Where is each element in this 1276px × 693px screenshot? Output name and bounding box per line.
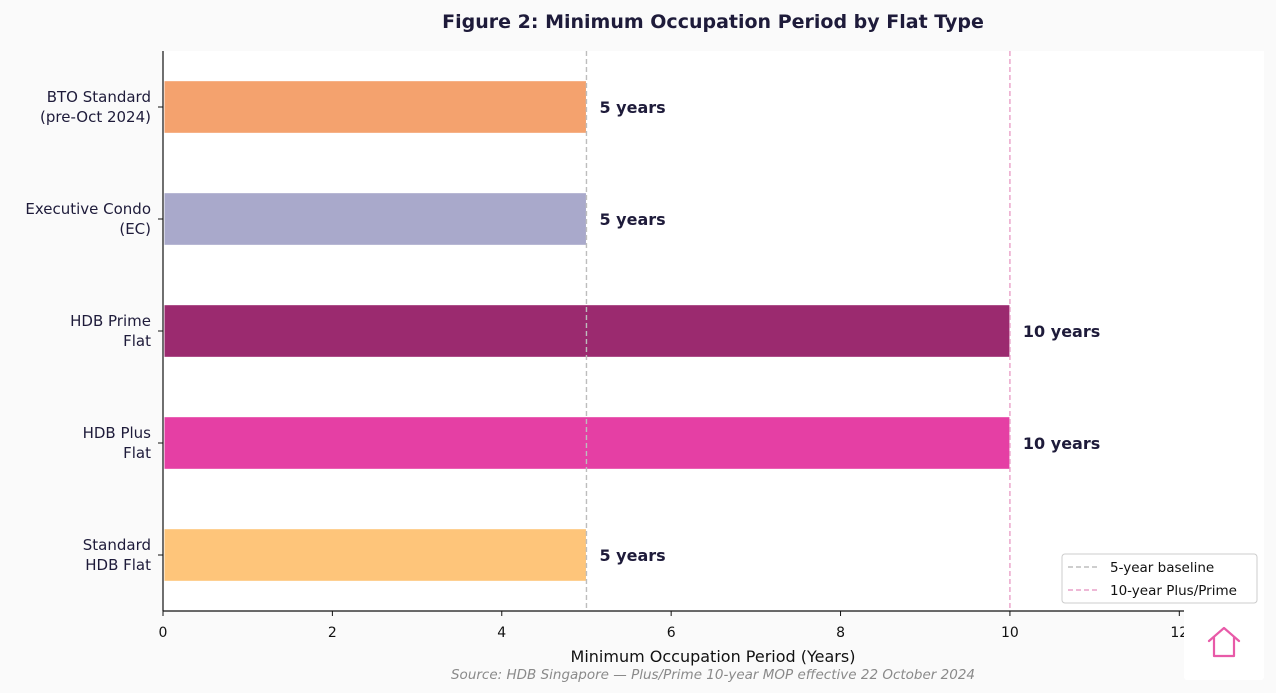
category-label-4: Standard HDB Flat <box>83 536 151 574</box>
home-icon <box>1207 626 1241 658</box>
legend-label-5-year: 5-year baseline <box>1110 560 1214 576</box>
x-tick-label-6: 12 <box>1170 625 1188 641</box>
x-tick-label-4: 8 <box>836 625 845 641</box>
legend-box <box>1061 553 1258 604</box>
legend-label-10-year: 10-year Plus/Prime <box>1110 583 1237 599</box>
data-label-0: 5 years <box>599 98 665 117</box>
legend: 5-year baseline 10-year Plus/Prime <box>1061 553 1258 604</box>
bar-0 <box>163 80 587 134</box>
x-tick-label-0: 0 <box>159 625 168 641</box>
category-label-0: BTO Standard (pre-Oct 2024) <box>40 88 151 126</box>
data-label-4: 5 years <box>599 546 665 565</box>
reference-lines <box>585 51 1011 611</box>
axes: BTO Standard (pre-Oct 2024) Executive Cond… <box>25 51 1264 641</box>
category-label-2: HDB Prime Flat <box>70 312 151 350</box>
bar-4 <box>163 528 587 582</box>
chart-title: Figure 2: Minimum Occupation Period by F… <box>442 11 984 33</box>
x-axis-label: Minimum Occupation Period (Years) <box>571 647 856 666</box>
data-label-2: 10 years <box>1023 322 1100 341</box>
bar-1 <box>163 192 587 246</box>
data-label-1: 5 years <box>599 210 665 229</box>
home-badge[interactable] <box>1184 604 1264 680</box>
x-tick-label-2: 4 <box>497 625 506 641</box>
data-label-3: 10 years <box>1023 434 1100 453</box>
x-tick-label-1: 2 <box>328 625 337 641</box>
category-label-3: HDB Plus Flat <box>83 424 152 462</box>
category-label-1: Executive Condo (EC) <box>25 200 151 238</box>
x-tick-label-5: 10 <box>1001 625 1019 641</box>
x-tick-label-3: 6 <box>667 625 676 641</box>
source-note: Source: HDB Singapore — Plus/Prime 10-ye… <box>451 667 975 683</box>
